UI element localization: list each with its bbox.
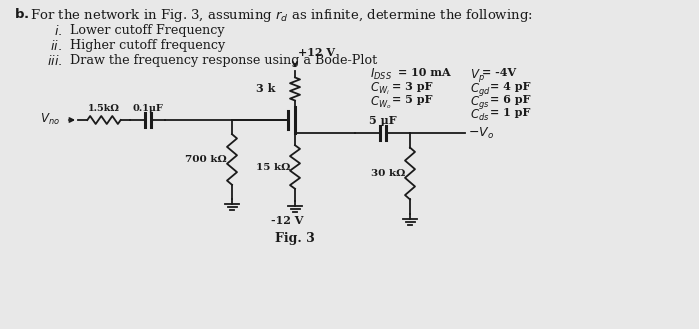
Text: = -4V: = -4V — [482, 67, 516, 78]
Text: $I_{DSS}$: $I_{DSS}$ — [370, 67, 392, 82]
Text: = 3 pF: = 3 pF — [392, 81, 433, 91]
Text: $C_{W_i}$: $C_{W_i}$ — [370, 81, 390, 97]
Text: 30 kΩ: 30 kΩ — [370, 169, 405, 178]
Text: For the network in Fig. 3, assuming $r_d$ as infinite, determine the following:: For the network in Fig. 3, assuming $r_d… — [30, 7, 533, 24]
Text: $C_{gs}$: $C_{gs}$ — [470, 94, 489, 111]
Text: 1.5kΩ: 1.5kΩ — [88, 104, 120, 113]
Text: $ii.$: $ii.$ — [50, 39, 62, 53]
Text: = 6 pF: = 6 pF — [490, 94, 531, 105]
Text: = 1 pF: = 1 pF — [490, 108, 531, 118]
Text: = 5 pF: = 5 pF — [392, 94, 433, 105]
Text: $-V_o$: $-V_o$ — [468, 125, 494, 140]
Text: $C_{ds}$: $C_{ds}$ — [470, 108, 489, 123]
Text: 0.1μF: 0.1μF — [132, 104, 163, 113]
Text: 5 μF: 5 μF — [368, 115, 396, 126]
Text: $V_{no}$: $V_{no}$ — [40, 112, 60, 127]
Text: Higher cutoff frequency: Higher cutoff frequency — [70, 39, 225, 52]
Text: 700 kΩ: 700 kΩ — [185, 155, 227, 164]
Text: -12 V: -12 V — [271, 215, 303, 226]
Text: $\bf{b.}$: $\bf{b.}$ — [14, 7, 29, 21]
Text: $iii.$: $iii.$ — [47, 54, 62, 68]
Text: Fig. 3: Fig. 3 — [275, 232, 315, 245]
Text: 3 k: 3 k — [256, 84, 275, 94]
Text: = 4 pF: = 4 pF — [490, 81, 531, 91]
Text: Lower cutoff Frequency: Lower cutoff Frequency — [70, 24, 224, 37]
Text: +12 V: +12 V — [298, 47, 335, 58]
Text: Draw the frequency response using a Bode-Plot: Draw the frequency response using a Bode… — [70, 54, 377, 67]
Text: $i.$: $i.$ — [54, 24, 62, 38]
Text: $C_{gd}$: $C_{gd}$ — [470, 81, 491, 97]
Text: 15 kΩ: 15 kΩ — [256, 163, 290, 171]
Text: = 10 mA: = 10 mA — [398, 67, 451, 78]
Text: $C_{W_o}$: $C_{W_o}$ — [370, 94, 391, 111]
Text: $V_p$: $V_p$ — [470, 67, 485, 84]
